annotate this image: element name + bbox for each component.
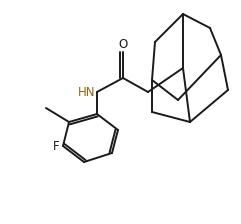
Text: HN: HN bbox=[78, 86, 95, 99]
Text: F: F bbox=[52, 140, 59, 153]
Text: O: O bbox=[118, 38, 128, 51]
